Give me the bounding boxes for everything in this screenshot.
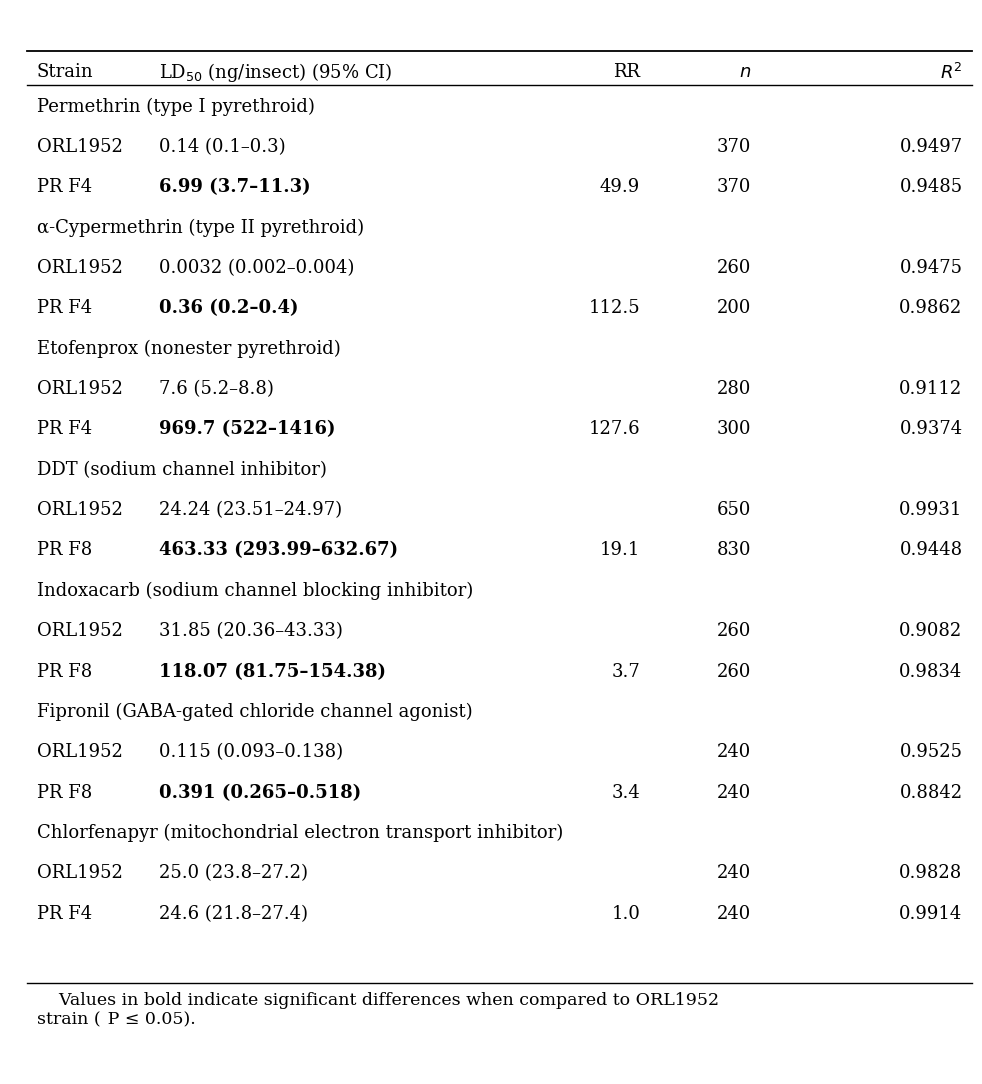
Text: 280: 280 [717,380,751,398]
Text: 0.391 (0.265–0.518): 0.391 (0.265–0.518) [159,784,361,802]
Text: 0.36 (0.2–0.4): 0.36 (0.2–0.4) [159,299,299,318]
Text: 31.85 (20.36–43.33): 31.85 (20.36–43.33) [159,622,343,641]
Text: 370: 370 [717,138,751,156]
Text: 0.9112: 0.9112 [900,380,962,398]
Text: 0.9497: 0.9497 [900,138,962,156]
Text: 300: 300 [716,421,751,438]
Text: 0.9374: 0.9374 [900,421,962,438]
Text: 24.24 (23.51–24.97): 24.24 (23.51–24.97) [159,501,342,519]
Text: 0.9828: 0.9828 [900,864,962,882]
Text: $R^2$: $R^2$ [940,63,962,82]
Text: 19.1: 19.1 [600,542,640,559]
Text: ORL1952: ORL1952 [36,744,123,761]
Text: 0.9448: 0.9448 [900,542,962,559]
Text: PR F8: PR F8 [36,662,92,681]
Text: 0.9834: 0.9834 [900,662,962,681]
Text: 25.0 (23.8–27.2): 25.0 (23.8–27.2) [159,864,308,882]
Text: 1.0: 1.0 [611,905,640,922]
Text: 650: 650 [717,501,751,519]
Text: 49.9: 49.9 [600,178,640,196]
Text: 0.9931: 0.9931 [900,501,962,519]
Text: DDT (sodium channel inhibitor): DDT (sodium channel inhibitor) [36,461,327,479]
Text: 118.07 (81.75–154.38): 118.07 (81.75–154.38) [159,662,386,681]
Text: 0.9914: 0.9914 [900,905,962,922]
Text: RR: RR [613,64,640,81]
Text: 260: 260 [717,259,751,276]
Text: 3.7: 3.7 [612,662,640,681]
Text: PR F4: PR F4 [36,178,92,196]
Text: Chlorfenapyr (mitochondrial electron transport inhibitor): Chlorfenapyr (mitochondrial electron tra… [36,824,563,842]
Text: 0.0032 (0.002–0.004): 0.0032 (0.002–0.004) [159,259,355,276]
Text: 260: 260 [717,622,751,641]
Text: 0.8842: 0.8842 [900,784,962,802]
Text: ORL1952: ORL1952 [36,501,123,519]
Text: 24.6 (21.8–27.4): 24.6 (21.8–27.4) [159,905,308,922]
Text: 200: 200 [717,299,751,318]
Text: Permethrin (type I pyrethroid): Permethrin (type I pyrethroid) [36,98,314,116]
Text: 0.14 (0.1–0.3): 0.14 (0.1–0.3) [159,138,286,156]
Text: 240: 240 [717,744,751,761]
Text: PR F4: PR F4 [36,905,92,922]
Text: 240: 240 [717,905,751,922]
Text: Indoxacarb (sodium channel blocking inhibitor): Indoxacarb (sodium channel blocking inhi… [36,582,473,599]
Text: 370: 370 [717,178,751,196]
Text: Fipronil (GABA-gated chloride channel agonist): Fipronil (GABA-gated chloride channel ag… [36,702,472,721]
Text: ORL1952: ORL1952 [36,864,123,882]
Text: 7.6 (5.2–8.8): 7.6 (5.2–8.8) [159,380,274,398]
Text: ORL1952: ORL1952 [36,138,123,156]
Text: Etofenprox (nonester pyrethroid): Etofenprox (nonester pyrethroid) [36,339,341,358]
Text: PR F4: PR F4 [36,299,92,318]
Text: PR F8: PR F8 [36,784,92,802]
Text: 240: 240 [717,864,751,882]
Text: 0.115 (0.093–0.138): 0.115 (0.093–0.138) [159,744,343,761]
Text: strain (  P ≤ 0.05).: strain ( P ≤ 0.05). [36,1011,195,1029]
Text: 127.6: 127.6 [588,421,640,438]
Text: ORL1952: ORL1952 [36,259,123,276]
Text: 3.4: 3.4 [612,784,640,802]
Text: 0.9475: 0.9475 [900,259,962,276]
Text: ORL1952: ORL1952 [36,622,123,641]
Text: 260: 260 [717,662,751,681]
Text: Strain: Strain [36,64,93,81]
Text: 0.9485: 0.9485 [900,178,962,196]
Text: α-Cypermethrin (type II pyrethroid): α-Cypermethrin (type II pyrethroid) [36,219,364,236]
Text: PR F8: PR F8 [36,542,92,559]
Text: 969.7 (522–1416): 969.7 (522–1416) [159,421,336,438]
Text: 0.9525: 0.9525 [900,744,962,761]
Text: Values in bold indicate significant differences when compared to ORL1952: Values in bold indicate significant diff… [36,993,719,1009]
Text: 0.9862: 0.9862 [900,299,962,318]
Text: 6.99 (3.7–11.3): 6.99 (3.7–11.3) [159,178,310,196]
Text: PR F4: PR F4 [36,421,92,438]
Text: $n$: $n$ [738,64,751,81]
Text: 112.5: 112.5 [588,299,640,318]
Text: 830: 830 [716,542,751,559]
Text: 240: 240 [717,784,751,802]
Text: 0.9082: 0.9082 [900,622,962,641]
Text: 463.33 (293.99–632.67): 463.33 (293.99–632.67) [159,542,398,559]
Text: ORL1952: ORL1952 [36,380,123,398]
Text: LD$_{50}$ (ng/insect) (95% CI): LD$_{50}$ (ng/insect) (95% CI) [159,61,393,83]
